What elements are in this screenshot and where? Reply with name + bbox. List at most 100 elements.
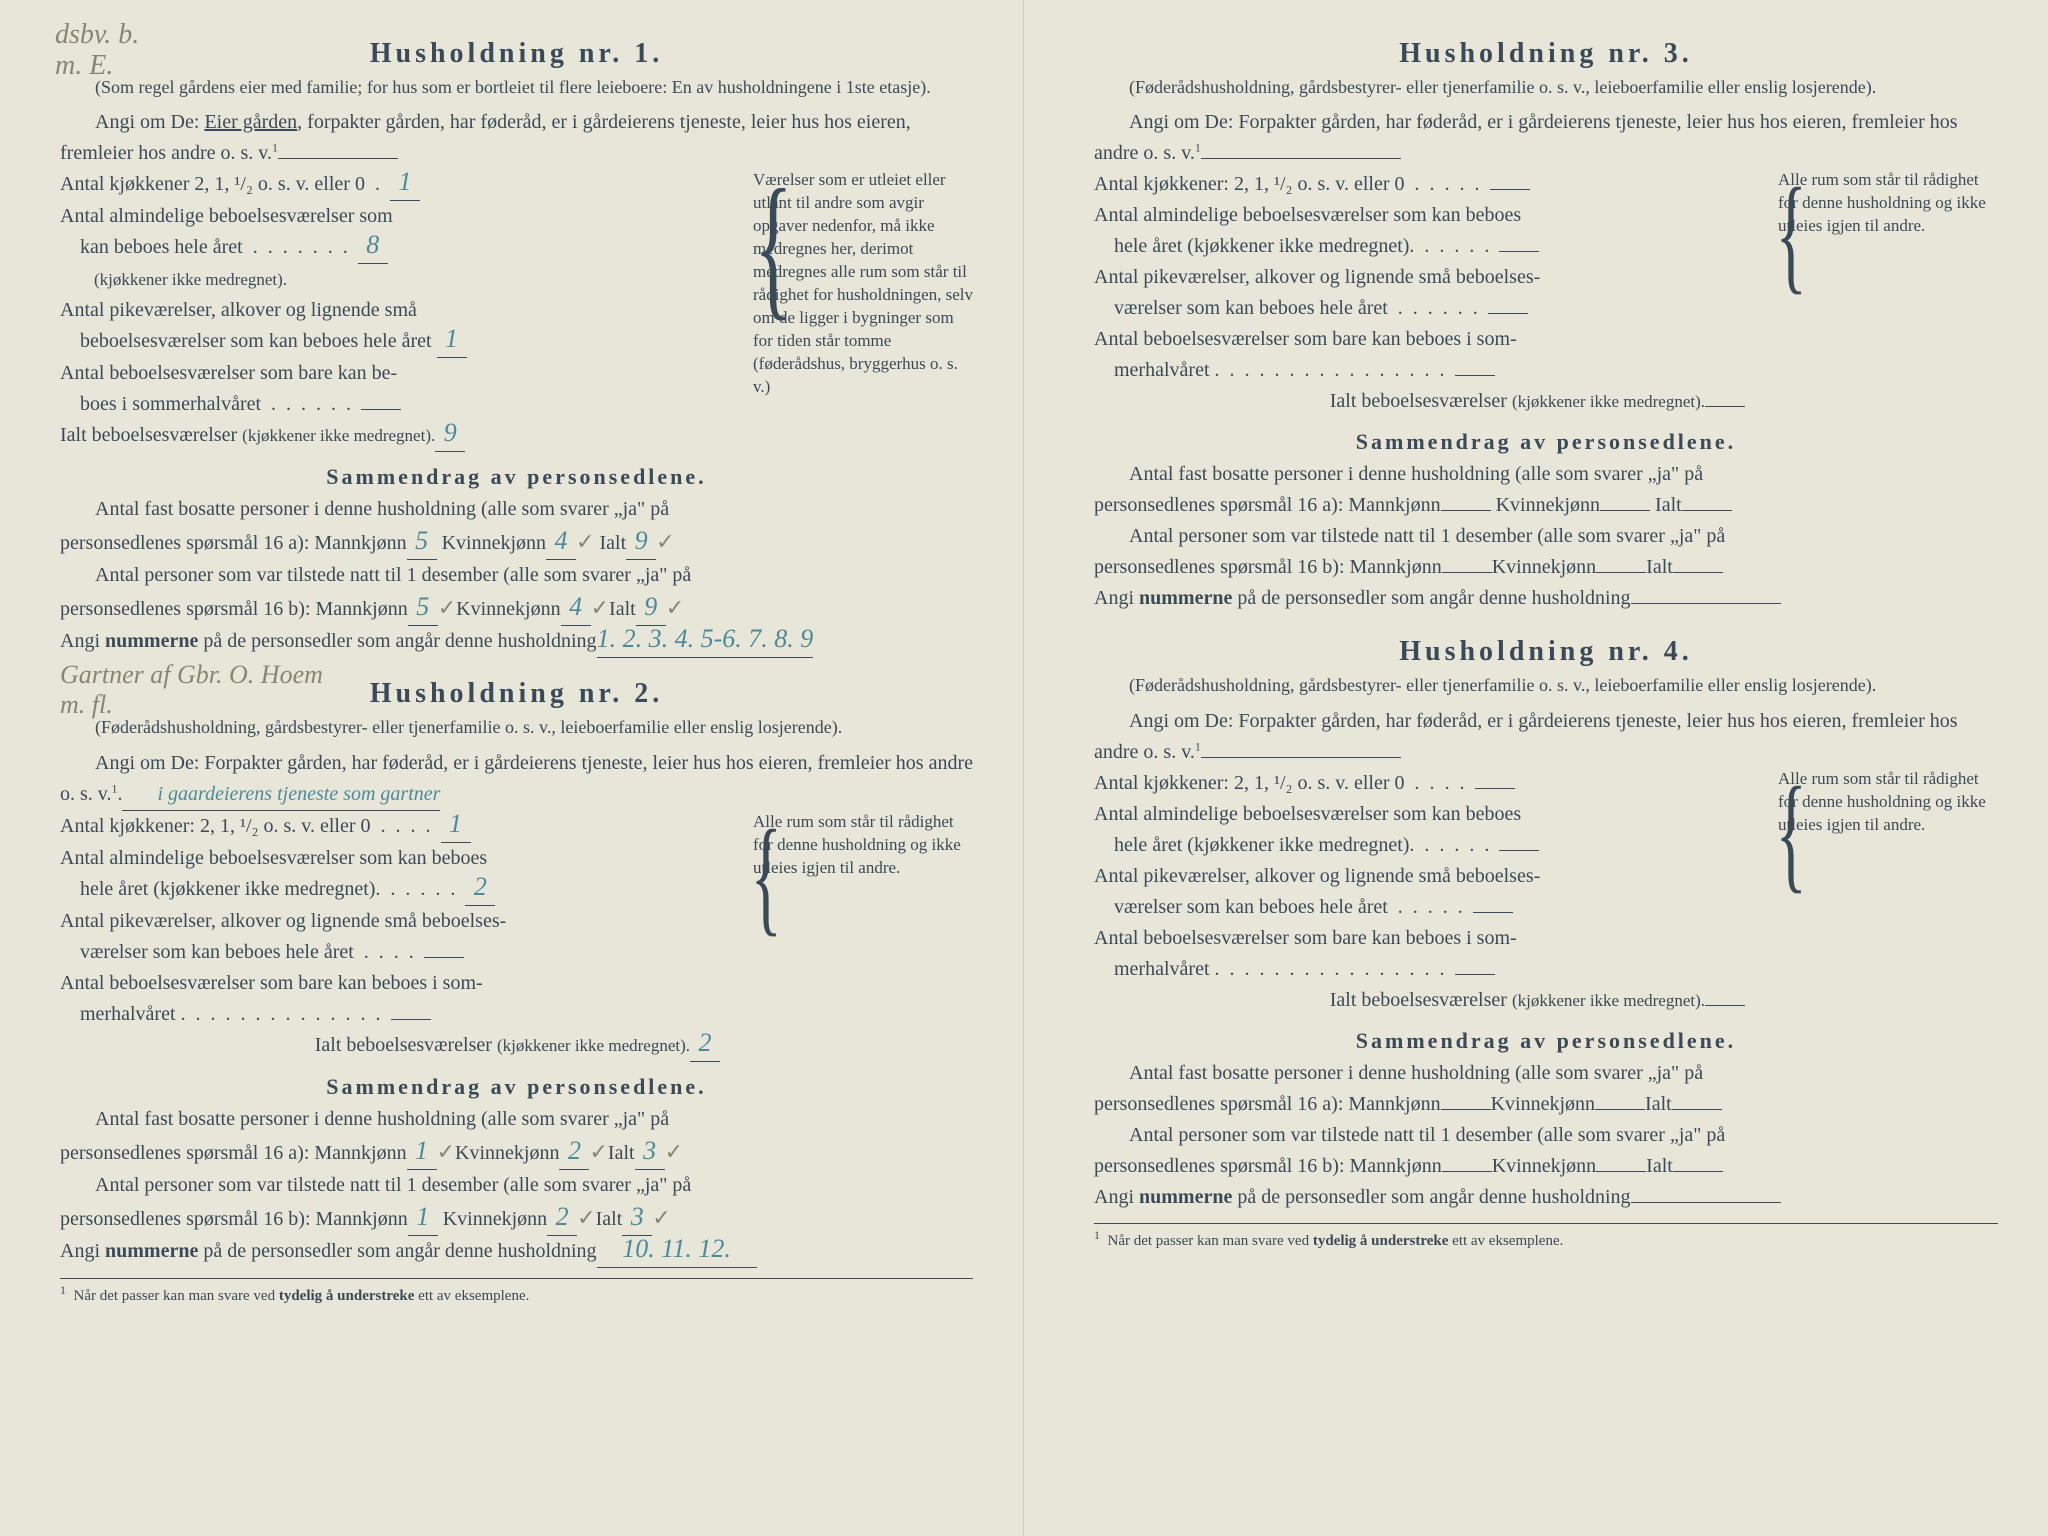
h3-subtitle: (Føderådshusholdning, gårdsbestyrer- ell… (1094, 76, 1998, 99)
h1-16a-ialt: 9 (635, 526, 648, 555)
pencil-middle-1: Gartner af Gbr. O. Hoem (60, 660, 323, 689)
h3-title: Husholdning nr. 3. (1094, 38, 1998, 70)
h3-som-row: Antal beboelsesværelser som bare kan beb… (1094, 324, 1745, 386)
h2-alm-row: Antal almindelige beboelsesværelser som … (60, 843, 720, 906)
h4-title: Husholdning nr. 4. (1094, 636, 1998, 668)
h2-16a-1: Antal fast bosatte personer i denne hush… (60, 1104, 973, 1135)
h1-16a-1: Antal fast bosatte personer i denne hush… (60, 494, 973, 525)
h4-som-row: Antal beboelsesværelser som bare kan beb… (1094, 923, 1745, 985)
h4-alm-row: Antal almindelige beboelsesværelser som … (1094, 799, 1745, 861)
h1-16b-2: personsedlenes spørsmål 16 b): Mannkjønn… (60, 591, 973, 626)
h3-sidenote-text: Alle rum som står til rådighet for denne… (1778, 170, 1986, 235)
h2-16a-m: 1 (415, 1136, 428, 1165)
h2-angiom: Angi om De: Forpakter gården, har føderå… (60, 748, 973, 811)
h1-angiom: Angi om De: Eier gården, forpakter gårde… (60, 107, 973, 169)
h2-kj-row: Antal kjøkkener: 2, 1, ¹/₂ o. s. v. elle… (60, 811, 720, 843)
h1-16a-ialtlbl: Ialt (599, 532, 626, 554)
h3-ialt-row: Ialt beboelsesværelser (kjøkkener ikke m… (1094, 386, 1745, 417)
h1-title: Husholdning nr. 1. (60, 38, 973, 70)
h2-alm-val: 2 (474, 872, 487, 901)
h3-16b-lbl: personsedlenes spørsmål 16 b): Mannkjønn (1094, 556, 1442, 578)
h4-numline: Angi nummerne på de personsedler som ang… (1094, 1182, 1998, 1213)
h4-16a-2: personsedlenes spørsmål 16 a): Mannkjønn… (1094, 1089, 1998, 1120)
h2-sidenote-text: Alle rum som står til rådighet for denne… (753, 812, 961, 877)
h1-rooms-block: Antal kjøkkener 2, 1, ¹/₂ o. s. v. eller… (60, 169, 973, 452)
h1-eier: Eier gården (204, 111, 297, 133)
h1-numline: Angi nummerne på de personsedler som ang… (60, 626, 973, 658)
h4-kj-row: Antal kjøkkener: 2, 1, ¹/₂ o. s. v. elle… (1094, 768, 1745, 799)
h1-sidenote: { Værelser som er utleiet eller utlånt t… (735, 169, 973, 452)
h3-16a-2: personsedlenes spørsmål 16 a): Mannkjønn… (1094, 490, 1998, 521)
h4-subtitle: (Føderådshusholdning, gårdsbestyrer- ell… (1094, 674, 1998, 697)
h3-sammendrag-title: Sammendrag av personsedlene. (1094, 429, 1998, 455)
h3-16a-ialtlbl: Ialt (1655, 494, 1682, 516)
pencil-middle: Gartner af Gbr. O. Hoem m. fl. (60, 660, 973, 720)
h2-16b-1: Antal personer som var tilstede natt til… (60, 1170, 973, 1201)
h4-sidenote: { Alle rum som står til rådighet for den… (1760, 768, 1998, 1016)
h4-ialt-row: Ialt beboelsesværelser (kjøkkener ikke m… (1094, 985, 1745, 1016)
h2-16b-2: personsedlenes spørsmål 16 b): Mannkjønn… (60, 1201, 973, 1236)
h4-16a-1: Antal fast bosatte personer i denne hush… (1094, 1058, 1998, 1089)
h1-16b-lbl: personsedlenes spørsmål 16 b): Mannkjønn (60, 598, 408, 620)
h2-sidenote: { Alle rum som står til rådighet for den… (735, 811, 973, 1062)
h2-16b-m: 1 (416, 1202, 429, 1231)
h1-ialt-val: 9 (444, 418, 457, 447)
h1-alm-row: Antal almindelige beboelsesværelser som … (60, 201, 720, 295)
h1-16b-m: 5 (416, 592, 429, 621)
h1-16a-2: personsedlenes spørsmål 16 a): Mannkjønn… (60, 525, 973, 560)
h3-16b-1: Antal personer som var tilstede natt til… (1094, 521, 1998, 552)
h3-rooms-block: Antal kjøkkener: 2, 1, ¹/₂ o. s. v. elle… (1094, 169, 1998, 417)
h2-ialt-row: Ialt beboelsesværelser (kjøkkener ikke m… (60, 1030, 720, 1062)
h4-angiom: Angi om De: Forpakter gården, har føderå… (1094, 706, 1998, 768)
h2-16a-2: personsedlenes spørsmål 16 a): Mannkjønn… (60, 1135, 973, 1170)
h2-numline: Angi nummerne på de personsedler som ang… (60, 1236, 973, 1268)
h1-sammendrag-title: Sammendrag av personsedlene. (60, 464, 973, 490)
pencil-line-2: m. E. (55, 51, 139, 82)
h1-16a-m: 5 (415, 526, 428, 555)
h2-16a-ialt: 3 (643, 1136, 656, 1165)
h1-16b-kv: 4 (569, 592, 582, 621)
h2-sammendrag-title: Sammendrag av personsedlene. (60, 1074, 973, 1100)
right-footnote: 1 Når det passer kan man svare ved tydel… (1094, 1223, 1998, 1250)
brace-icon: { (754, 169, 792, 321)
h1-16a-kv: 4 (555, 526, 568, 555)
h1-pike-val: 1 (445, 324, 458, 353)
h4-sammendrag-title: Sammendrag av personsedlene. (1094, 1028, 1998, 1054)
h1-16b-ialt: 9 (644, 592, 657, 621)
pencil-line-1: dsbv. b. (55, 20, 139, 51)
h2-16b-ialt: 3 (631, 1202, 644, 1231)
h2-pike-row: Antal pikeværelser, alkover og lignende … (60, 906, 720, 968)
h2-angiom-fill: i gaardeierens tjeneste som gartner (157, 783, 440, 805)
pencil-annotation-top: dsbv. b. m. E. (55, 20, 139, 82)
left-page: dsbv. b. m. E. Husholdning nr. 1. (Som r… (0, 0, 1024, 1536)
h3-numline: Angi nummerne på de personsedler som ang… (1094, 583, 1998, 614)
h3-16a-1: Antal fast bosatte personer i denne hush… (1094, 459, 1998, 490)
h2-numval: 10. 11. 12. (622, 1234, 731, 1263)
h4-rooms-block: Antal kjøkkener: 2, 1, ¹/₂ o. s. v. elle… (1094, 768, 1998, 1016)
h1-ialt-row: Ialt beboelsesværelser (kjøkkener ikke m… (60, 420, 720, 452)
h3-16a-kvlbl: Kvinnekjønn (1496, 494, 1600, 516)
h3-sidenote: { Alle rum som står til rådighet for den… (1760, 169, 1998, 417)
h4-16b-2: personsedlenes spørsmål 16 b): Mannkjønn… (1094, 1151, 1998, 1182)
h1-pike-row: Antal pikeværelser, alkover og lignende … (60, 295, 720, 358)
pencil-middle-2: m. fl. (60, 690, 113, 719)
h1-16b-1: Antal personer som var tilstede natt til… (60, 560, 973, 591)
brace-icon: { (1776, 768, 1807, 898)
h1-numval: 1. 2. 3. 4. 5-6. 7. 8. 9 (597, 624, 814, 653)
h4-pike-row: Antal pikeværelser, alkover og lignende … (1094, 861, 1745, 923)
h2-rooms-block: Antal kjøkkener: 2, 1, ¹/₂ o. s. v. elle… (60, 811, 973, 1062)
h4-sidenote-text: Alle rum som står til rådighet for denne… (1778, 769, 1986, 834)
h1-subtitle: (Som regel gårdens eier med familie; for… (60, 76, 973, 99)
brace-icon: { (751, 811, 782, 941)
h3-16a-lbl: personsedlenes spørsmål 16 a): Mannkjønn (1094, 494, 1441, 516)
h3-alm-row: Antal almindelige beboelsesværelser som … (1094, 200, 1745, 262)
h1-16a-kvlbl: Kvinnekjønn (442, 532, 546, 554)
h1-som-row: Antal beboelsesværelser som bare kan be-… (60, 358, 720, 420)
document-spread: dsbv. b. m. E. Husholdning nr. 1. (Som r… (0, 0, 2048, 1536)
h1-kj-row: Antal kjøkkener 2, 1, ¹/₂ o. s. v. eller… (60, 169, 720, 201)
h2-16a-kv: 2 (568, 1136, 581, 1165)
h1-16a-lbl: personsedlenes spørsmål 16 a): Mannkjønn (60, 532, 407, 554)
brace-icon: { (1776, 169, 1807, 299)
h1-kj-val: 1 (398, 167, 411, 196)
h2-ialt-val: 2 (699, 1028, 712, 1057)
